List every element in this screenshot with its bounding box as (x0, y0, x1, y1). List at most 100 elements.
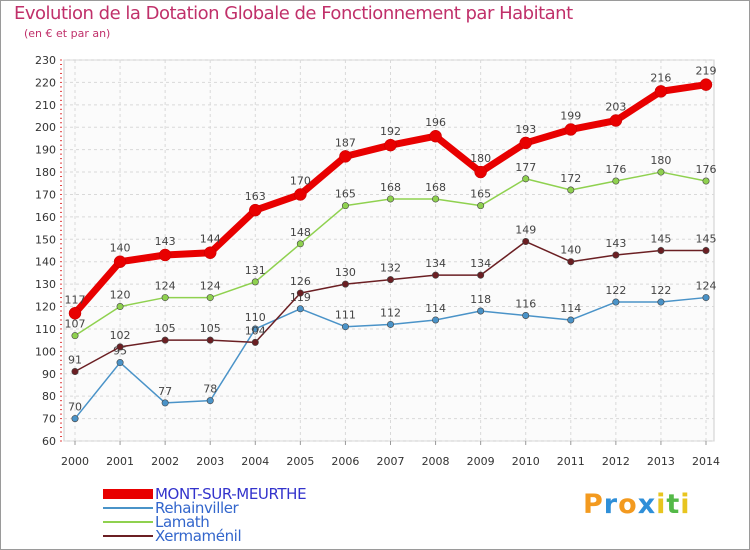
data-label: 180 (650, 154, 671, 167)
data-label: 110 (245, 311, 266, 324)
x-tick-label: 2006 (331, 455, 359, 468)
data-point (432, 316, 440, 324)
data-label: 117 (65, 293, 86, 306)
data-point (161, 399, 169, 407)
legend-label: Rehainviller (155, 499, 239, 517)
data-point (296, 305, 304, 313)
data-label: 122 (650, 284, 671, 297)
data-point (206, 397, 214, 405)
data-label: 192 (380, 125, 401, 138)
x-tick-label: 2003 (196, 455, 224, 468)
data-label: 216 (650, 71, 671, 84)
y-tick-label: 100 (35, 345, 56, 358)
data-label: 134 (470, 257, 491, 270)
data-label: 168 (425, 181, 446, 194)
data-label: 199 (560, 109, 581, 122)
data-point (294, 188, 307, 201)
logo-letter: t (666, 489, 681, 520)
y-tick-label: 110 (35, 323, 56, 336)
data-label: 111 (335, 309, 356, 322)
legend-label: MONT-SUR-MEURTHE (155, 485, 307, 503)
data-label: 114 (560, 302, 581, 315)
data-label: 95 (113, 345, 127, 358)
data-label: 116 (515, 297, 536, 310)
x-tick-label: 2012 (602, 455, 630, 468)
data-point (702, 247, 710, 255)
data-point (206, 294, 214, 302)
data-point (657, 298, 665, 306)
data-point (654, 85, 668, 98)
data-label: 145 (650, 233, 671, 246)
data-label: 144 (200, 233, 221, 246)
data-label: 149 (515, 224, 536, 237)
data-point (206, 336, 214, 344)
data-label: 118 (470, 293, 491, 306)
data-point (522, 311, 530, 319)
data-label: 163 (245, 190, 266, 203)
data-point (71, 332, 79, 340)
data-point (567, 258, 575, 266)
chart-subtitle: (en € et par an) (24, 27, 111, 40)
logo-letter: r (603, 489, 619, 520)
data-point (116, 359, 124, 367)
data-point (477, 307, 485, 315)
data-point (567, 186, 575, 194)
data-point (251, 338, 259, 346)
data-point (657, 168, 665, 176)
data-point (386, 276, 394, 284)
data-point (699, 78, 713, 91)
data-label: 177 (515, 161, 536, 174)
data-label: 203 (605, 101, 626, 114)
y-tick-label: 220 (35, 76, 56, 89)
data-point (116, 343, 124, 351)
legend-swatch (103, 507, 153, 509)
data-point (71, 368, 79, 376)
data-point (251, 325, 259, 333)
data-label: 165 (335, 188, 356, 201)
data-point (71, 415, 79, 423)
data-label: 102 (110, 329, 131, 342)
y-tick-label: 90 (42, 368, 56, 381)
data-label: 176 (696, 163, 717, 176)
logo-letter: i (656, 489, 667, 520)
x-tick-label: 2000 (61, 455, 89, 468)
legend-swatch (103, 535, 153, 537)
data-point (474, 165, 487, 179)
x-tick-label: 2002 (151, 455, 179, 468)
y-tick-label: 160 (35, 211, 56, 224)
data-point (341, 202, 349, 210)
data-label: 193 (515, 123, 536, 136)
y-tick-label: 190 (35, 144, 56, 157)
data-label: 187 (335, 136, 356, 149)
data-point (612, 298, 620, 306)
data-label: 131 (245, 264, 266, 277)
y-tick-label: 180 (35, 166, 56, 179)
data-point (702, 177, 710, 185)
legend-swatch (103, 521, 153, 523)
data-label: 143 (605, 237, 626, 250)
x-tick-label: 2005 (286, 455, 314, 468)
data-label: 112 (380, 306, 401, 319)
data-point (522, 175, 530, 183)
data-label: 119 (290, 291, 311, 304)
chart-title: Evolution de la Dotation Globale de Fonc… (14, 3, 573, 24)
data-label: 78 (203, 383, 217, 396)
data-point (384, 138, 397, 152)
data-label: 105 (155, 322, 176, 335)
data-label: 104 (245, 324, 266, 337)
logo-letter: i (680, 489, 691, 520)
data-point (296, 289, 304, 297)
data-label: 140 (110, 242, 131, 255)
data-label: 134 (425, 257, 446, 270)
data-point (339, 150, 352, 163)
y-tick-label: 130 (35, 278, 56, 291)
y-tick-label: 120 (35, 301, 56, 314)
y-tick-label: 230 (35, 54, 56, 67)
data-label: 91 (68, 354, 82, 367)
x-tick-label: 2009 (467, 455, 495, 468)
data-label: 105 (200, 322, 221, 335)
data-point (161, 294, 169, 302)
data-label: 126 (290, 275, 311, 288)
data-label: 145 (696, 233, 717, 246)
data-label: 114 (425, 302, 446, 315)
